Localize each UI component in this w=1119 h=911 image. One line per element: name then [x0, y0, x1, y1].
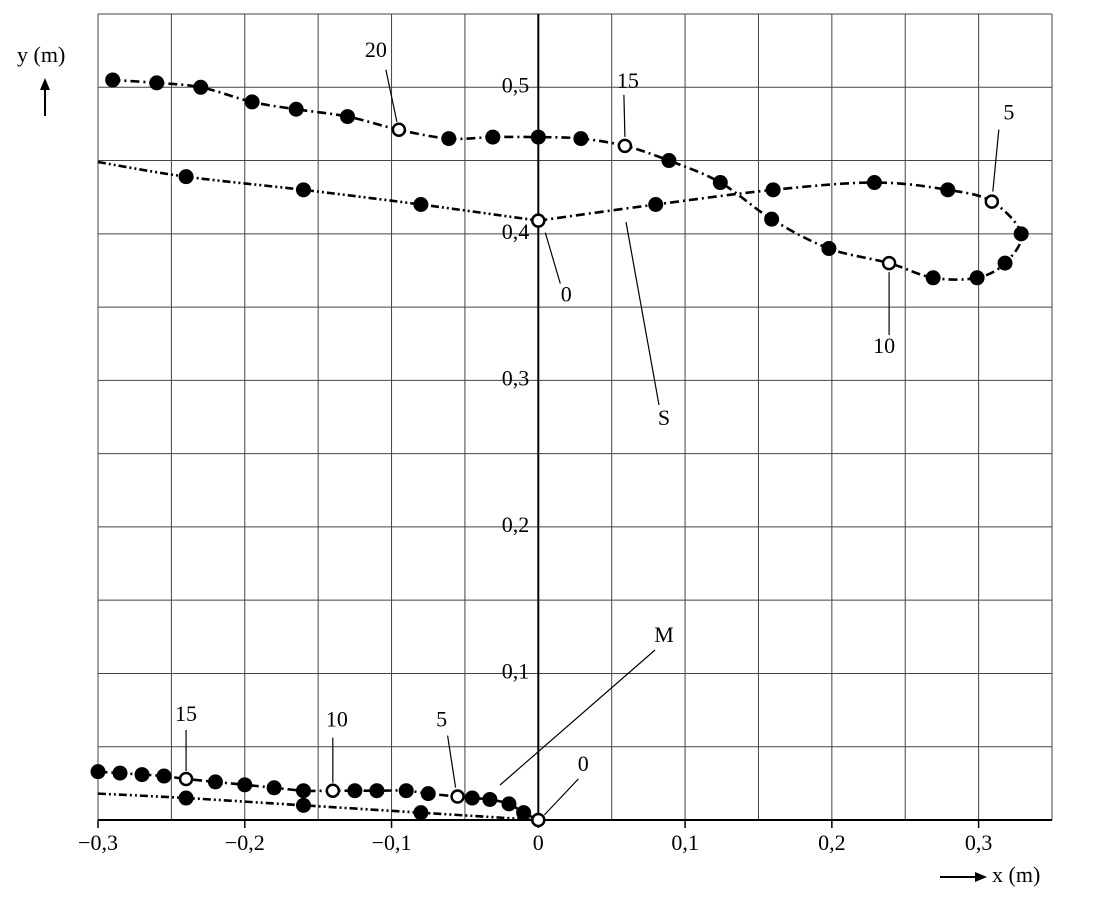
- point-label: 10: [326, 707, 348, 732]
- point-label: 20: [365, 37, 387, 62]
- x-axis-label: x (m): [992, 862, 1040, 887]
- filled-marker: [193, 79, 209, 95]
- filled-marker: [516, 805, 532, 821]
- filled-marker: [244, 94, 260, 110]
- y-tick-label: 0,1: [502, 659, 530, 684]
- filled-marker: [997, 255, 1013, 271]
- filled-marker: [712, 175, 728, 191]
- filled-marker: [178, 790, 194, 806]
- series-name: S: [658, 405, 670, 430]
- open-marker: [617, 138, 633, 154]
- filled-marker: [441, 131, 457, 147]
- y-tick-label: 0,2: [502, 512, 530, 537]
- series-name: M: [654, 622, 674, 647]
- leader-line: [385, 69, 398, 122]
- x-tick-label: 0,3: [965, 830, 993, 855]
- x-tick-label: 0,1: [671, 830, 699, 855]
- filled-marker: [90, 764, 106, 780]
- open-marker: [325, 783, 341, 798]
- filled-marker: [288, 101, 304, 117]
- filled-marker: [347, 783, 363, 799]
- filled-marker: [237, 777, 253, 793]
- filled-marker: [925, 270, 941, 286]
- open-marker: [531, 812, 546, 828]
- filled-marker: [464, 790, 480, 806]
- x-tick-label: 0: [533, 830, 544, 855]
- filled-marker: [156, 768, 172, 784]
- filled-marker: [295, 182, 311, 198]
- point-label: 10: [873, 333, 895, 358]
- filled-marker: [105, 72, 121, 88]
- filled-marker: [866, 175, 882, 191]
- x-tick-label: −0,2: [225, 830, 265, 855]
- filled-marker: [485, 129, 501, 145]
- filled-marker: [482, 791, 498, 807]
- point-label: 5: [1003, 100, 1014, 125]
- trajectory-line: [112, 78, 1023, 281]
- leader-line: [544, 232, 561, 284]
- filled-marker: [969, 270, 985, 286]
- filled-marker: [765, 182, 781, 198]
- filled-marker: [149, 75, 165, 91]
- leader-line: [992, 129, 1000, 192]
- filled-marker: [821, 240, 837, 256]
- x-tick-label: −0,3: [78, 830, 118, 855]
- open-marker: [178, 771, 194, 787]
- filled-marker: [340, 109, 356, 125]
- open-marker: [391, 122, 407, 138]
- x-tick-label: −0,1: [372, 830, 412, 855]
- filled-marker: [112, 765, 128, 781]
- leader-line: [446, 735, 457, 788]
- filled-marker: [661, 153, 677, 169]
- point-label: 5: [436, 707, 447, 732]
- x-arrow-head: [975, 872, 987, 882]
- filled-marker: [530, 129, 546, 145]
- filled-marker: [266, 780, 282, 796]
- point-label: 15: [175, 701, 197, 726]
- filled-marker: [940, 182, 956, 198]
- leader-line: [623, 94, 626, 137]
- leader-line: [499, 649, 656, 786]
- point-label: 0: [578, 751, 589, 776]
- filled-marker: [573, 131, 589, 147]
- point-label: 0: [561, 282, 572, 307]
- filled-marker: [413, 197, 429, 213]
- filled-marker: [648, 197, 664, 213]
- y-axis-label: y (m): [17, 42, 65, 67]
- filled-marker: [398, 783, 414, 799]
- point-label: 15: [617, 68, 639, 93]
- x-tick-label: 0,2: [818, 830, 846, 855]
- leader-line: [543, 778, 579, 816]
- filled-marker: [178, 169, 194, 185]
- filled-marker: [207, 774, 223, 790]
- filled-marker: [413, 805, 429, 821]
- filled-marker: [134, 767, 150, 783]
- open-marker: [984, 194, 1000, 209]
- leader-line: [625, 221, 660, 406]
- open-marker: [531, 213, 546, 228]
- y-tick-label: 0,5: [502, 72, 530, 97]
- filled-marker: [420, 786, 436, 802]
- y-tick-label: 0,3: [502, 365, 530, 390]
- filled-marker: [295, 797, 311, 813]
- open-marker: [881, 255, 897, 271]
- open-marker: [450, 789, 465, 804]
- y-arrow-head: [40, 78, 50, 90]
- filled-marker: [501, 796, 517, 812]
- filled-marker: [295, 783, 311, 799]
- filled-marker: [1013, 226, 1029, 242]
- filled-marker: [369, 783, 385, 799]
- filled-marker: [764, 211, 780, 227]
- y-tick-label: 0,4: [502, 219, 530, 244]
